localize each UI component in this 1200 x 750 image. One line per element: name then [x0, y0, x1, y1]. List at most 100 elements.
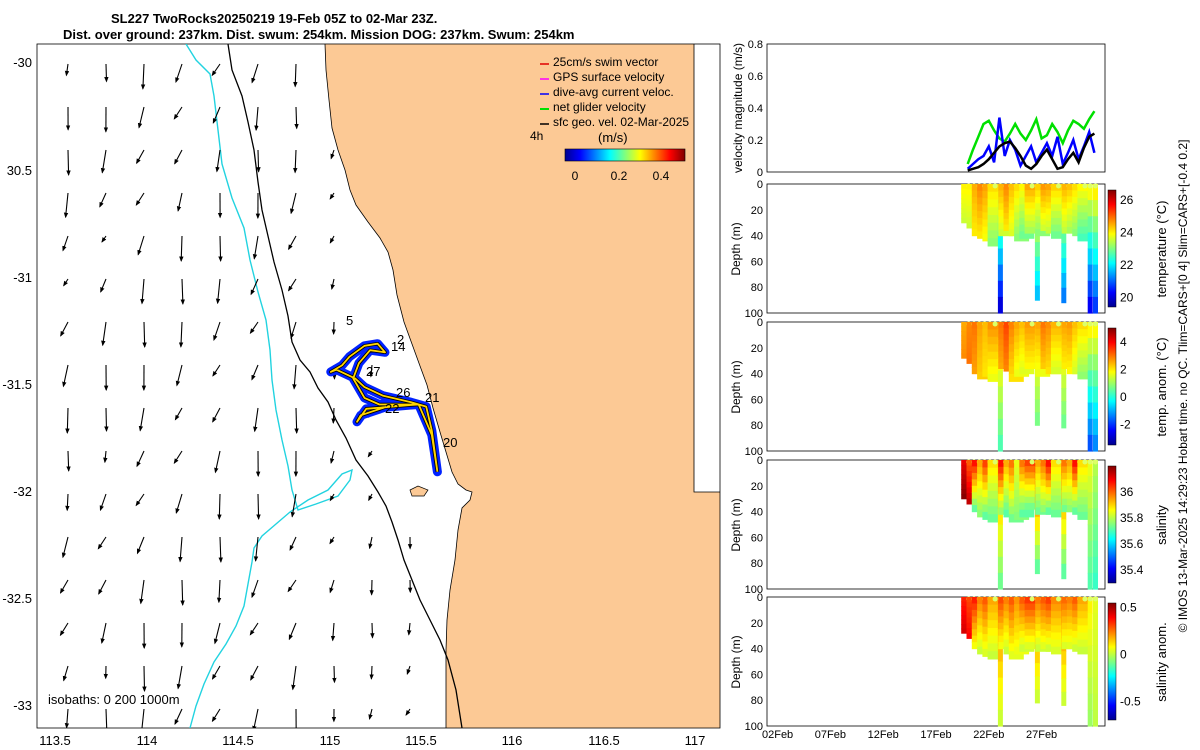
- profile-cell: [987, 366, 1003, 375]
- profile-cell: [1077, 198, 1093, 206]
- profile-cell: [987, 344, 1003, 353]
- profile-cell: [1087, 492, 1093, 509]
- profile-cell: [1077, 646, 1093, 655]
- current-vector: [97, 536, 107, 550]
- profile-cell: [1093, 322, 1098, 339]
- current-vector: [59, 622, 69, 637]
- current-vector: [101, 321, 107, 347]
- profile-cell: [1087, 370, 1093, 388]
- profile-cell: [987, 612, 1003, 621]
- current-vector: [104, 407, 109, 432]
- profile-cell: [1051, 646, 1066, 655]
- profile-cell: [1008, 373, 1024, 382]
- current-vector: [175, 63, 183, 84]
- profile-cell: [1093, 540, 1098, 558]
- profile-cell: [1035, 229, 1051, 237]
- current-vector: [251, 579, 259, 599]
- colorbar-label: salinity: [1154, 505, 1169, 545]
- profile-cell: [1061, 563, 1067, 580]
- legend-label: 25cm/s swim vector: [553, 55, 658, 69]
- profile-cell: [1087, 613, 1093, 630]
- profile-cell: [1077, 226, 1093, 235]
- current-vector: [293, 149, 298, 174]
- isobath-label: isobaths: 0 200 1000m: [48, 692, 180, 707]
- profile-cell: [1034, 545, 1040, 560]
- current-vector: [288, 278, 297, 292]
- current-vector: [287, 579, 297, 593]
- profile-cell: [1024, 202, 1040, 210]
- surface-point: [1093, 321, 1098, 327]
- current-vector: [103, 450, 108, 464]
- profile-cell: [1061, 534, 1067, 550]
- colorbar-tick: 4: [1120, 335, 1127, 349]
- current-vector: [367, 450, 373, 458]
- current-vector: [62, 665, 69, 682]
- profile-cell: [1061, 228, 1067, 244]
- current-vector: [211, 665, 221, 680]
- profile-cell: [1077, 632, 1093, 641]
- map-legend: 25cm/s swim vector GPS surface velocity …: [530, 55, 689, 183]
- speed-colorbar: [564, 148, 686, 162]
- colorbar-tick: 35.4: [1120, 563, 1144, 577]
- current-vector: [329, 493, 335, 502]
- profile-cell: [1093, 693, 1098, 711]
- profile-cell: [1024, 351, 1040, 358]
- x-tick-label: 22Feb: [973, 729, 1004, 741]
- current-vector: [100, 622, 107, 644]
- current-vector: [329, 235, 335, 244]
- profile-cell: [1034, 516, 1040, 532]
- profile-cell: [1051, 509, 1066, 518]
- current-vector: [368, 536, 373, 550]
- current-vector: [173, 106, 183, 120]
- profile-cell: [1093, 460, 1098, 477]
- profile-cell: [998, 229, 1014, 237]
- colorbar-tick: 0: [1120, 648, 1127, 662]
- profile-cell: [1019, 231, 1035, 239]
- profile-cell: [1019, 367, 1035, 375]
- profile-cell: [1051, 204, 1066, 212]
- section-ylabel: Depth (m): [729, 360, 743, 413]
- profile-cell: [1051, 495, 1066, 504]
- profile-cell: [987, 628, 1003, 637]
- y-tick-label: -32: [13, 484, 32, 499]
- profile-cell: [1093, 232, 1098, 250]
- current-vector: [249, 321, 259, 335]
- y-tick-label: 0: [757, 179, 763, 191]
- profile-cell: [1093, 296, 1098, 314]
- current-vector: [369, 364, 374, 378]
- velocity-ylabel: velocity magnitude (m/s): [731, 43, 745, 173]
- profile-cell: [1024, 472, 1040, 479]
- track-label: 27: [366, 364, 380, 379]
- colorbar-tick: 22: [1120, 258, 1134, 272]
- land-mass: [324, 44, 720, 728]
- profile-cell: [1024, 345, 1040, 352]
- surface-point: [992, 459, 998, 465]
- profile-cell: [1093, 556, 1098, 574]
- profile-cell: [1061, 678, 1067, 693]
- profile-cell: [1093, 476, 1098, 493]
- track-label: 21: [425, 390, 439, 405]
- profile-cell: [987, 199, 1003, 208]
- profile-cell: [1093, 418, 1098, 436]
- profile-cell: [1087, 216, 1093, 233]
- x-tick-label: 114.5: [222, 733, 254, 748]
- surface-point: [1093, 596, 1098, 602]
- current-vector: [405, 708, 411, 716]
- surface-point: [1029, 321, 1035, 327]
- surface-point: [1087, 321, 1093, 327]
- current-vector: [211, 63, 221, 77]
- profile-cell: [1077, 625, 1093, 634]
- current-vector: [178, 536, 183, 563]
- profile-cell: [1087, 296, 1093, 314]
- profile-cell: [1087, 645, 1093, 663]
- profile-cell: [1093, 709, 1098, 727]
- current-vector: [99, 192, 107, 208]
- section-ylabel: Depth (m): [729, 222, 743, 275]
- glider-path: [329, 342, 439, 472]
- profile-cell: [1087, 508, 1093, 526]
- colorbar-tick: -2: [1120, 417, 1131, 431]
- y-tick-label: 20: [751, 205, 763, 217]
- section-ylabel: Depth (m): [729, 498, 743, 551]
- y-tick-label: 80: [751, 695, 763, 707]
- surface-point: [1082, 183, 1088, 189]
